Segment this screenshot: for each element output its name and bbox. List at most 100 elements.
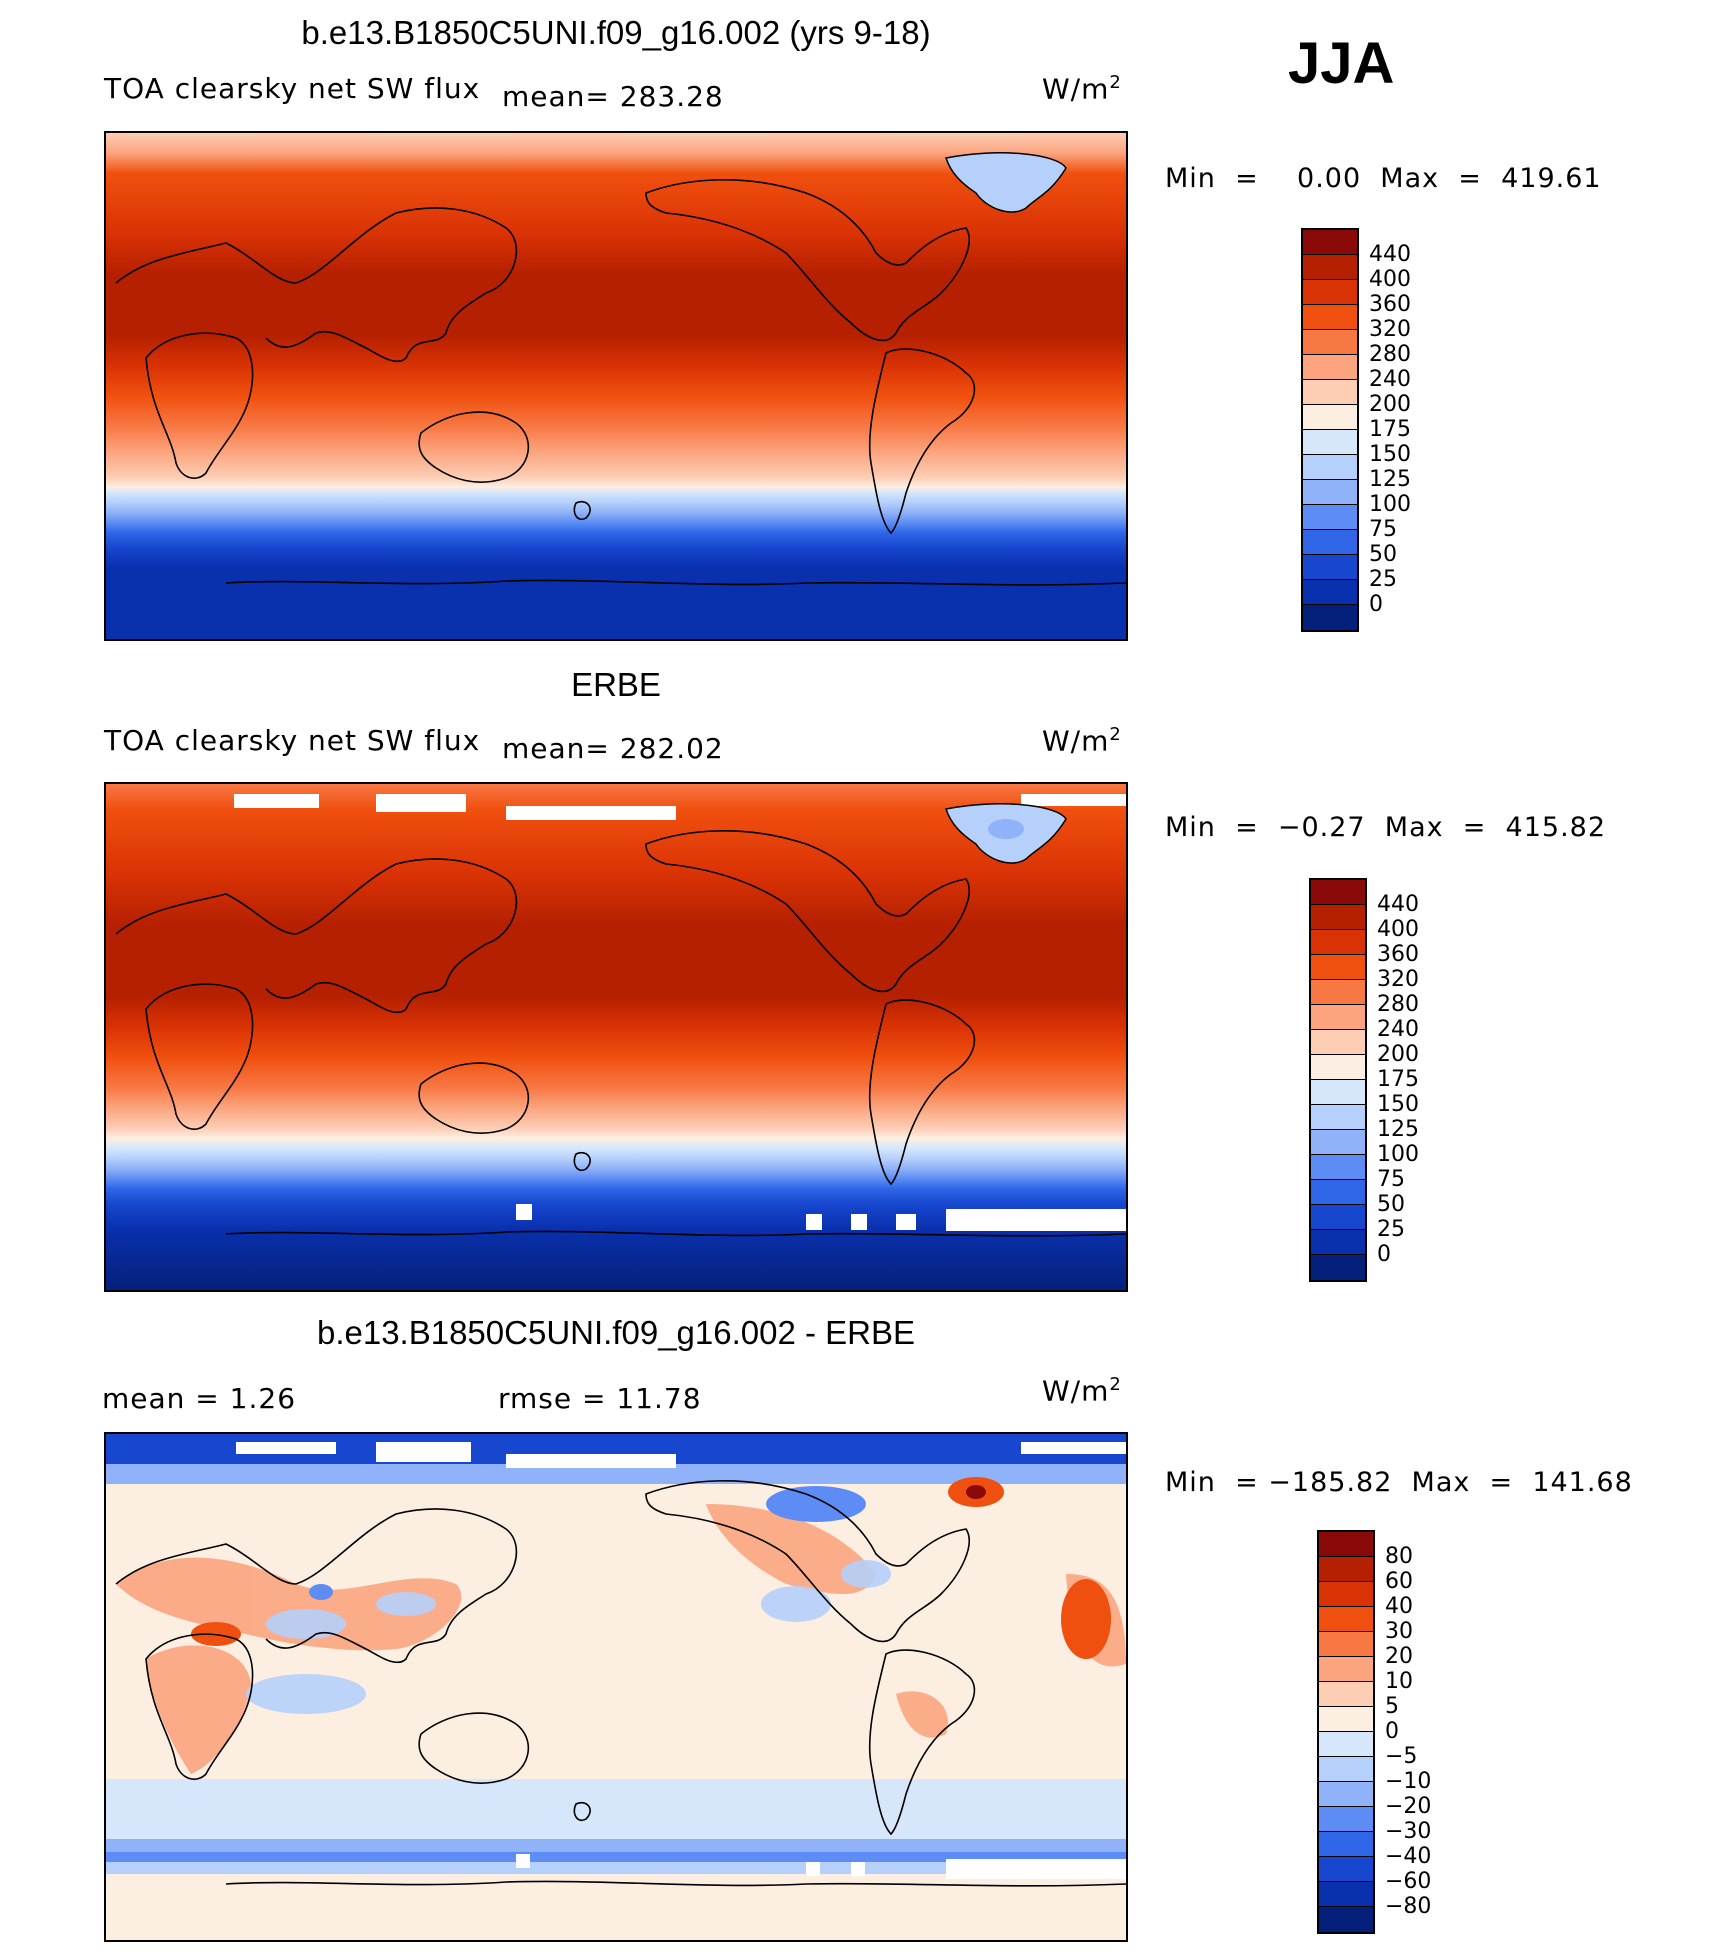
colorbar-tick-label: 175 xyxy=(1369,417,1411,442)
colorbar-cell xyxy=(1303,380,1357,405)
colorbar-cell xyxy=(1311,1030,1365,1055)
panel3-title: b.e13.B1850C5UNI.f09_g16.002 - ERBE xyxy=(316,1314,916,1351)
colorbar-tick-label: 75 xyxy=(1369,517,1397,542)
colorbar-tick-label: 150 xyxy=(1377,1092,1419,1117)
colorbar-cell xyxy=(1319,1657,1373,1682)
colorbar-tick-label: −20 xyxy=(1385,1794,1432,1819)
colorbar-cell xyxy=(1319,1732,1373,1757)
colorbar-tick-label: 400 xyxy=(1369,267,1411,292)
colorbar-cell xyxy=(1303,480,1357,505)
colorbar-tick-label: −5 xyxy=(1385,1744,1418,1769)
colorbar-cell xyxy=(1311,1155,1365,1180)
colorbar-tick-label: 400 xyxy=(1377,917,1419,942)
colorbar-cell xyxy=(1319,1532,1373,1557)
colorbar-tick-label: 200 xyxy=(1369,392,1411,417)
colorbar-cell xyxy=(1311,880,1365,905)
colorbar-cell xyxy=(1303,330,1357,355)
panel1-title: b.e13.B1850C5UNI.f09_g16.002 (yrs 9-18) xyxy=(301,14,931,51)
panel2-map-svg xyxy=(106,784,1126,1290)
colorbar-cell xyxy=(1319,1607,1373,1632)
colorbar-tick-label: 440 xyxy=(1369,242,1411,267)
colorbar-cell xyxy=(1311,980,1365,1005)
colorbar-tick-label: 360 xyxy=(1369,292,1411,317)
colorbar-tick-label: 125 xyxy=(1377,1117,1419,1142)
panel3-colorbar xyxy=(1317,1530,1375,1934)
colorbar-cell xyxy=(1303,455,1357,480)
colorbar-cell xyxy=(1319,1832,1373,1857)
colorbar-cell xyxy=(1303,555,1357,580)
colorbar-cell xyxy=(1319,1782,1373,1807)
colorbar-tick-label: 240 xyxy=(1377,1017,1419,1042)
colorbar-tick-label: 25 xyxy=(1377,1217,1405,1242)
panel2-mean: mean= 282.02 xyxy=(502,732,724,765)
panel2-map xyxy=(104,782,1128,1292)
season-label: JJA xyxy=(1288,31,1395,96)
colorbar-cell xyxy=(1319,1682,1373,1707)
colorbar-cell xyxy=(1303,230,1357,255)
colorbar-cell xyxy=(1319,1632,1373,1657)
colorbar-tick-label: 100 xyxy=(1377,1142,1419,1167)
panel3-units: W/m2 xyxy=(1042,1374,1122,1408)
panel2-units: W/m2 xyxy=(1042,724,1122,758)
colorbar-tick-label: 125 xyxy=(1369,467,1411,492)
colorbar-cell xyxy=(1311,1230,1365,1255)
colorbar-cell xyxy=(1303,505,1357,530)
colorbar-tick-label: −10 xyxy=(1385,1769,1432,1794)
colorbar-cell xyxy=(1319,1557,1373,1582)
colorbar-cell xyxy=(1303,355,1357,380)
colorbar-cell xyxy=(1319,1907,1373,1932)
colorbar-tick-label: −40 xyxy=(1385,1844,1432,1869)
colorbar-cell xyxy=(1303,255,1357,280)
panel1-map xyxy=(104,131,1128,641)
colorbar-tick-label: 150 xyxy=(1369,442,1411,467)
colorbar-cell xyxy=(1311,1255,1365,1280)
colorbar-tick-label: 360 xyxy=(1377,942,1419,967)
colorbar-cell xyxy=(1303,530,1357,555)
colorbar-cell xyxy=(1303,605,1357,630)
panel1-variable: TOA clearsky net SW flux xyxy=(104,72,481,105)
colorbar-cell xyxy=(1311,930,1365,955)
colorbar-tick-label: 100 xyxy=(1369,492,1411,517)
panel1-colorbar xyxy=(1301,228,1359,632)
colorbar-cell xyxy=(1319,1707,1373,1732)
colorbar-tick-label: 50 xyxy=(1369,542,1397,567)
colorbar-cell xyxy=(1303,430,1357,455)
colorbar-tick-label: 320 xyxy=(1369,317,1411,342)
colorbar-cell xyxy=(1319,1807,1373,1832)
panel2-variable: TOA clearsky net SW flux xyxy=(104,724,481,757)
colorbar-tick-label: 0 xyxy=(1377,1242,1391,1267)
panel1-map-svg xyxy=(106,133,1126,639)
colorbar-tick-label: 0 xyxy=(1385,1719,1399,1744)
colorbar-tick-label: 320 xyxy=(1377,967,1419,992)
colorbar-tick-label: 50 xyxy=(1377,1192,1405,1217)
panel1-minmax: Min = 0.00 Max = 419.61 xyxy=(1165,163,1602,194)
colorbar-tick-label: −60 xyxy=(1385,1869,1432,1894)
panel3-stat-mean: mean = 1.26 xyxy=(102,1382,297,1415)
colorbar-cell xyxy=(1311,1130,1365,1155)
colorbar-cell xyxy=(1319,1857,1373,1882)
colorbar-tick-label: 30 xyxy=(1385,1619,1413,1644)
colorbar-cell xyxy=(1319,1582,1373,1607)
panel2-minmax: Min = −0.27 Max = 415.82 xyxy=(1165,812,1607,843)
panel3-stat-rmse: rmse = 11.78 xyxy=(498,1382,702,1415)
colorbar-tick-label: −80 xyxy=(1385,1894,1432,1919)
panel3-minmax: Min = −185.82 Max = 141.68 xyxy=(1165,1467,1633,1498)
colorbar-tick-label: 25 xyxy=(1369,567,1397,592)
colorbar-cell xyxy=(1311,905,1365,930)
colorbar-tick-label: 280 xyxy=(1377,992,1419,1017)
colorbar-cell xyxy=(1311,1205,1365,1230)
colorbar-tick-label: 440 xyxy=(1377,892,1419,917)
colorbar-tick-label: 60 xyxy=(1385,1569,1413,1594)
panel1-mean: mean= 283.28 xyxy=(502,80,724,113)
colorbar-cell xyxy=(1303,405,1357,430)
colorbar-tick-label: 0 xyxy=(1369,592,1383,617)
colorbar-cell xyxy=(1311,1105,1365,1130)
colorbar-tick-label: 5 xyxy=(1385,1694,1399,1719)
colorbar-cell xyxy=(1311,1055,1365,1080)
colorbar-cell xyxy=(1303,280,1357,305)
colorbar-tick-label: 75 xyxy=(1377,1167,1405,1192)
colorbar-cell xyxy=(1311,1180,1365,1205)
colorbar-cell xyxy=(1311,955,1365,980)
colorbar-tick-label: 80 xyxy=(1385,1544,1413,1569)
